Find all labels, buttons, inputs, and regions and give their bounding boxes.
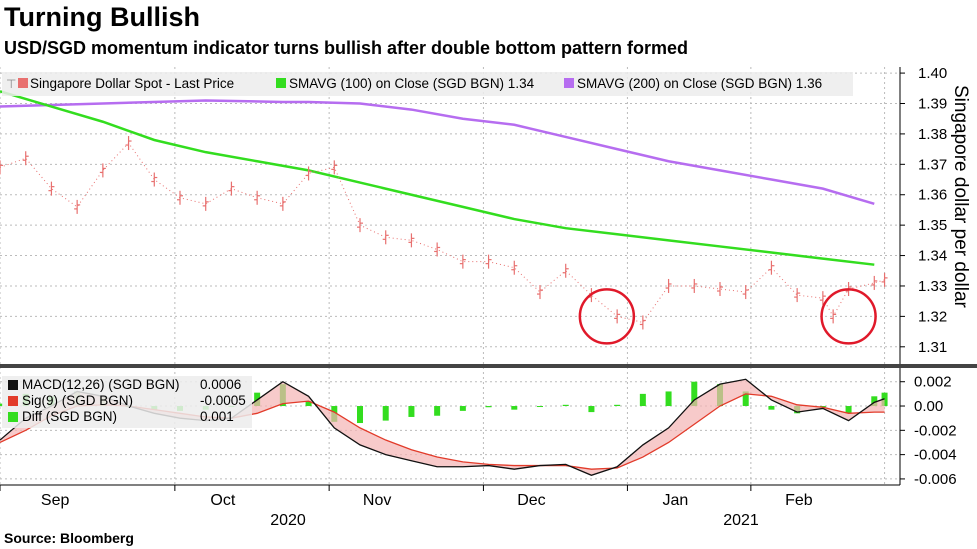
price-tick-label: 1.33 — [918, 278, 947, 295]
price-legend-label: SMAVG (100) on Close (SGD BGN) 1.34 — [289, 76, 535, 91]
x-tick-label: Oct — [210, 492, 235, 509]
macd-tick-label: -0.006 — [914, 471, 957, 488]
diff-bar — [742, 391, 749, 407]
macd-tick-label: -0.002 — [914, 422, 957, 439]
legend-swatch — [8, 396, 18, 406]
diff-bar — [588, 406, 595, 413]
panel-separator — [0, 364, 977, 368]
sma100-line — [0, 90, 875, 266]
macd-legend-label: Sig(9) (SGD BGN) — [22, 393, 133, 408]
price-tick-label: 1.37 — [918, 156, 947, 173]
chart-subtitle: USD/SGD momentum indicator turns bullish… — [4, 38, 689, 58]
sma200-line — [0, 99, 875, 206]
macd-tick-label: 0.00 — [914, 398, 943, 415]
macd-tick-label: -0.004 — [914, 447, 957, 464]
price-y-axis-label: Singapore dollar per dollar — [950, 85, 971, 309]
source-note: Source: Bloomberg — [4, 530, 134, 546]
price-tick-label: 1.32 — [918, 308, 947, 325]
price-panel — [0, 67, 900, 362]
diff-bar — [537, 406, 543, 408]
price-tick-label: 1.34 — [918, 248, 947, 265]
diff-bar — [871, 396, 878, 407]
price-tick-label: 1.38 — [918, 126, 947, 143]
price-tick-label: 1.31 — [918, 339, 947, 356]
diff-bar — [305, 401, 312, 407]
diff-bar — [665, 391, 672, 407]
legend-swatch — [276, 78, 286, 88]
diff-bar — [639, 393, 646, 407]
double-bottom-circle — [820, 288, 877, 345]
diff-bar — [614, 404, 621, 407]
x-tick-label: Feb — [785, 492, 813, 509]
macd-tick-label: 0.002 — [914, 374, 952, 391]
x-tick-label: Dec — [517, 492, 545, 509]
price-tick-label: 1.40 — [918, 65, 947, 82]
diff-bar — [459, 406, 466, 411]
diff-bar — [408, 406, 415, 417]
macd-legend-value: 0.001 — [200, 409, 234, 424]
price-path — [0, 142, 885, 324]
diff-bar — [562, 404, 569, 407]
macd-legend-value: 0.0006 — [200, 377, 241, 392]
diff-bar — [768, 406, 775, 410]
macd-legend-label: Diff (SGD BGN) — [22, 409, 117, 424]
price-legend-box — [2, 72, 853, 96]
x-tick-label: Jan — [663, 492, 689, 509]
diff-bar — [691, 381, 698, 407]
diff-bar — [434, 406, 441, 416]
price-legend-label: Singapore Dollar Spot - Last Price — [30, 76, 234, 91]
double-bottom-circle — [578, 288, 636, 345]
macd-legend-box — [2, 376, 252, 428]
price-tick-label: 1.39 — [918, 95, 947, 112]
diff-bar — [382, 406, 389, 421]
diff-bar — [511, 406, 518, 410]
price-tick-label: 1.35 — [918, 217, 947, 234]
diff-bar — [485, 406, 492, 408]
diff-bar — [845, 406, 852, 414]
x-year-label: 2021 — [723, 512, 759, 529]
price-legend-label: SMAVG (200) on Close (SGD BGN) 1.36 — [577, 76, 822, 91]
diff-bar — [357, 406, 363, 424]
price-tick-label: 1.36 — [918, 187, 947, 204]
diff-bar — [0, 403, 3, 407]
legend-swatch — [18, 78, 28, 88]
legend-marker-icon: ⊤ — [6, 77, 16, 91]
x-tick-label: Sep — [41, 492, 70, 509]
legend-swatch — [8, 412, 18, 422]
macd-legend-label: MACD(12,26) (SGD BGN) — [22, 377, 180, 392]
x-tick-label: Nov — [363, 492, 391, 509]
legend-swatch — [8, 380, 18, 390]
macd-legend-value: -0.0005 — [200, 393, 246, 408]
legend-swatch — [564, 78, 574, 88]
chart-title: Turning Bullish — [4, 2, 200, 32]
x-year-label: 2020 — [270, 512, 306, 529]
